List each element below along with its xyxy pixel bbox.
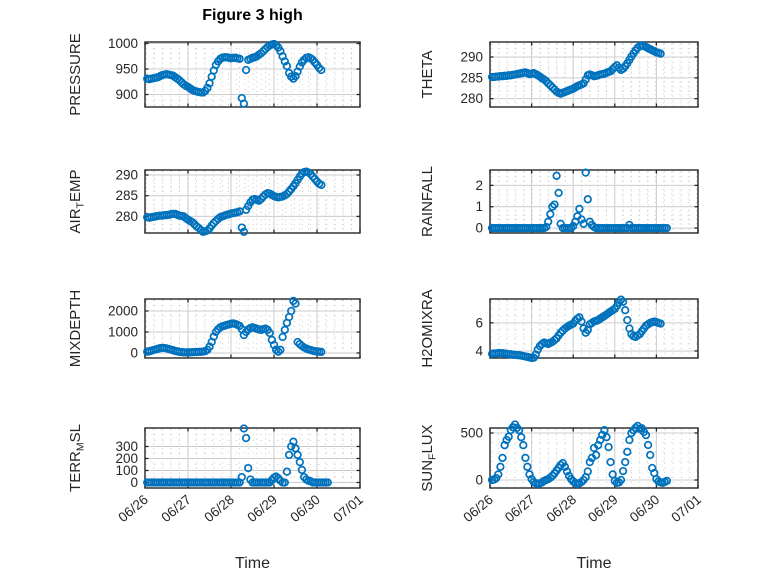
ytick-label: 0 (475, 221, 483, 236)
ytick-label: 2 (475, 178, 483, 193)
ylabel-terr_msl: TERRMSL (67, 424, 87, 492)
ylabel-air_temp: AIRTEMP (67, 170, 87, 234)
ylabel-mixdepth: MIXDEPTH (67, 290, 84, 368)
xtick-label: 06/29 (244, 492, 280, 525)
ytick-label: 280 (460, 91, 483, 106)
xlabel-left-column: Time (235, 555, 270, 572)
ytick-labels-pressure: 900 950 1000 (108, 36, 138, 102)
ytick-label: 100 (115, 463, 138, 478)
xtick-label: 06/29 (585, 492, 621, 525)
xtick-label: 06/27 (158, 492, 194, 525)
ytick-labels-mixdepth: 0 1000 2000 (108, 303, 138, 360)
ylabel-theta: THETA (419, 50, 436, 98)
ytick-label: 1000 (108, 324, 138, 339)
ytick-label: 2000 (108, 303, 138, 318)
ylabel-pressure: PRESSURE (67, 33, 84, 116)
subplot-air_temp: 280 285 290 AIRTEMP (67, 167, 361, 236)
ytick-labels-sun_flux: 0 500 (460, 425, 483, 487)
subplot-sun_flux: 0 500 06/26 06/27 06/28 06/29 06/30 07/01 SUNFLU… (419, 420, 704, 525)
axes-box-air_temp (144, 169, 361, 234)
ytick-label: 0 (130, 345, 138, 360)
minor-grid-rainfall (491, 171, 697, 233)
ytick-label: 300 (115, 439, 138, 454)
ytick-labels-rainfall: 0 1 2 (475, 178, 483, 236)
xtick-label: 07/01 (330, 492, 366, 525)
subplot-pressure: 900 950 1000 PRESSURE (67, 33, 361, 116)
xtick-labels-terr_msl: 06/26 06/27 06/28 06/29 06/30 07/01 (115, 492, 366, 525)
ytick-labels-h2omixra: 46 (475, 315, 483, 358)
ytick-label: 290 (115, 167, 138, 182)
axes-box-terr_msl (144, 427, 361, 489)
xtick-label: 06/26 (115, 492, 151, 525)
figure-title: Figure 3 high (202, 7, 303, 24)
ytick-label: 285 (115, 188, 138, 203)
markers-mixdepth (143, 296, 326, 357)
ytick-labels-theta: 280 285 290 (460, 50, 483, 107)
subplot-mixdepth: 0 1000 2000 MIXDEPTH (67, 290, 361, 368)
ytick-label: 285 (460, 70, 483, 85)
axes-box-rainfall (489, 169, 699, 234)
xtick-label: 06/28 (201, 492, 237, 525)
ytick-label: 280 (115, 209, 138, 224)
tick-marks-h2omixra (489, 299, 699, 358)
ytick-label: 0 (475, 473, 483, 488)
markers-theta (487, 41, 665, 98)
xtick-label: 06/30 (287, 492, 323, 525)
axes-box-pressure (144, 41, 361, 108)
markers-rainfall (487, 168, 671, 233)
xtick-label: 06/30 (627, 492, 663, 525)
ytick-label: 900 (115, 87, 138, 102)
markers-air_temp (143, 167, 326, 236)
ytick-label: 1 (475, 199, 483, 214)
markers-h2omixra (487, 295, 665, 363)
major-grid-h2omixra (490, 299, 698, 358)
subplot-rainfall: 0 1 2 RAINFALL (419, 166, 699, 237)
markers-sun_flux (487, 420, 671, 488)
ytick-label: 290 (460, 50, 483, 65)
ytick-label: 950 (115, 62, 138, 77)
xtick-label: 06/26 (460, 492, 496, 525)
ylabel-sun_flux: SUNFLUX (419, 424, 439, 491)
ytick-label: 1000 (108, 36, 138, 51)
ytick-labels-air_temp: 280 285 290 (115, 167, 138, 223)
ytick-label: 500 (460, 425, 483, 440)
ytick-label: 4 (475, 343, 483, 358)
markers-terr_msl (143, 424, 332, 487)
xtick-label: 06/28 (544, 492, 580, 525)
subplot-theta: 280 285 290 THETA (419, 41, 699, 108)
ytick-label: 200 (115, 451, 138, 466)
xtick-labels-sun_flux: 06/26 06/27 06/28 06/29 06/30 07/01 (460, 492, 704, 525)
ytick-label: 0 (130, 475, 138, 490)
minor-grid-air_temp (146, 170, 359, 234)
ytick-label: 6 (475, 315, 483, 330)
axes-box-mixdepth (144, 298, 361, 359)
axes-box-sun_flux (489, 427, 699, 489)
minor-grid-h2omixra (491, 300, 697, 359)
ylabel-h2omixra: H2OMIXRA (419, 289, 436, 367)
xtick-label: 06/27 (502, 492, 538, 525)
xlabel-right-column: Time (576, 555, 612, 572)
markers-pressure (143, 39, 326, 108)
xtick-label: 07/01 (668, 492, 704, 525)
axes-box-h2omixra (489, 298, 699, 359)
ylabel-rainfall: RAINFALL (419, 166, 436, 237)
major-grid-pressure (145, 42, 360, 107)
